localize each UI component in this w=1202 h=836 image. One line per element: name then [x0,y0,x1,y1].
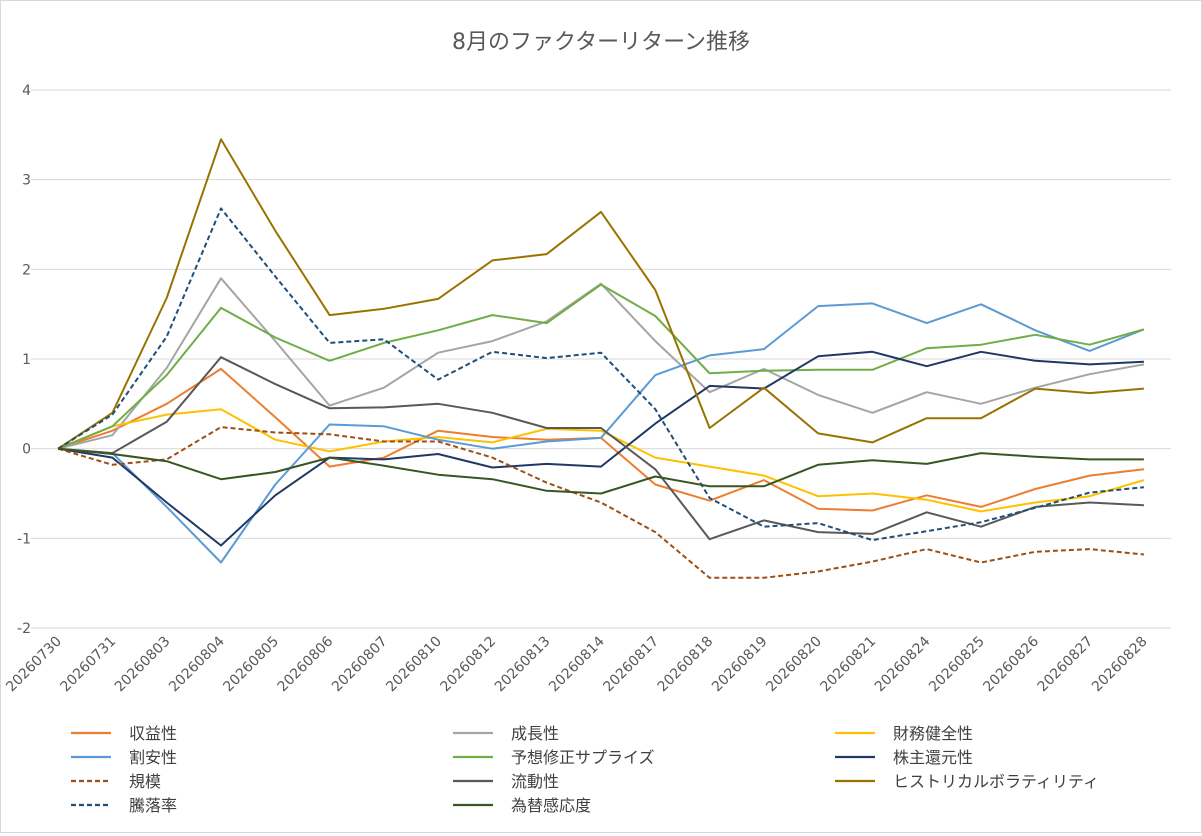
legend-item: 株主還元性 [835,748,973,767]
x-tick-label: 20260730 [3,634,65,696]
series-line [57,426,1144,579]
y-tick-label: 2 [22,262,31,278]
legend-label: 成長性 [511,724,559,743]
y-tick-label: 3 [22,173,31,189]
y-tick-label: -2 [17,621,31,637]
y-tick-label: 1 [22,352,31,368]
x-tick-label: 20260812 [438,634,500,696]
legend-label: 規模 [129,772,161,791]
y-axis-ticks: -2 -1 0 1 2 3 4 [17,83,31,637]
series-line [58,447,1144,495]
series-line [57,350,1144,547]
legend-label: 予想修正サプライズ [511,748,655,767]
x-tick-label: 20260820 [763,634,825,696]
chart-title: 8月のファクターリターン推移 [452,30,750,55]
x-tick-label: 20260827 [1035,634,1097,696]
x-tick-label: 20260731 [58,634,120,696]
legend-item: ヒストリカルボラティリティ [835,772,1099,791]
x-tick-label: 20260817 [600,634,662,696]
x-tick-label: 20260814 [546,633,608,695]
series-line [57,408,1145,513]
legend-label: 割安性 [129,748,177,767]
legend-item: 成長性 [453,724,559,743]
legend-item: 規模 [71,772,161,791]
legend-label: 騰落率 [129,796,177,815]
x-tick-label: 20260813 [492,634,554,696]
legend-item: 収益性 [71,724,177,743]
legend-label: 為替感応度 [511,796,591,815]
legend-item: 割安性 [71,748,177,767]
series-line [58,302,1145,564]
series-line [57,138,1144,450]
legend-item: 為替感応度 [453,796,591,815]
x-tick-label: 20260805 [220,634,282,696]
y-tick-label: 4 [22,83,31,99]
x-tick-label: 20260819 [709,634,771,696]
x-tick-label: 20260821 [818,634,880,696]
legend-label: 収益性 [129,724,177,743]
legend-item: 財務健全性 [835,724,973,743]
x-tick-label: 20260807 [329,634,391,696]
x-tick-label: 20260826 [980,633,1042,695]
legend-label: 財務健全性 [893,724,973,743]
y-tick-label: 0 [22,442,31,458]
series-line [57,207,1144,542]
x-tick-label: 20260806 [275,633,337,695]
legend-label: 流動性 [511,772,559,791]
x-tick-label: 20260810 [383,634,445,696]
legend-item: 騰落率 [71,796,177,815]
legend-label: ヒストリカルボラティリティ [893,772,1099,791]
series-line [57,283,1145,450]
y-tick-label: -1 [17,531,31,547]
legend-label: 株主還元性 [893,748,973,767]
series-lines [57,138,1145,579]
x-tick-label: 20260818 [655,634,717,696]
gridlines [31,89,1171,629]
x-tick-label: 20260825 [926,634,988,696]
x-tick-label: 20260803 [112,634,174,696]
x-tick-label: 20260824 [872,633,934,695]
x-axis-ticks: 2026073020260731202608032026080420260805… [3,633,1150,695]
series-line [58,356,1144,541]
x-tick-label: 20260828 [1089,634,1151,696]
legend-item: 予想修正サプライズ [453,748,655,767]
series-line [57,367,1145,512]
legend-item: 流動性 [453,772,559,791]
x-tick-label: 20260804 [166,633,228,695]
